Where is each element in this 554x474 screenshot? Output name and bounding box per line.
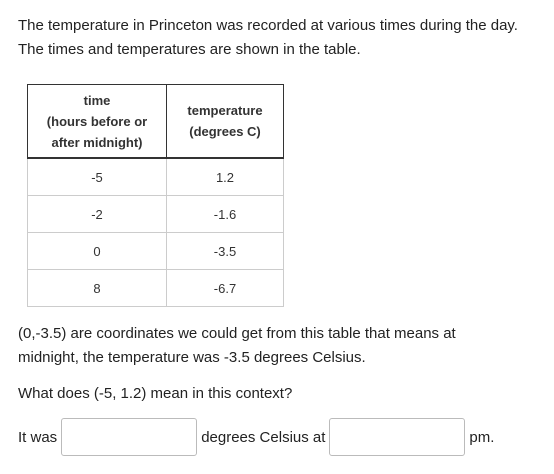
header-line: (degrees C) xyxy=(189,124,261,139)
table-cell: 0 xyxy=(27,232,167,270)
table-cell: -2 xyxy=(27,195,167,233)
intro-text: The temperature in Princeton was recorde… xyxy=(18,17,518,58)
header-cell: temperature (degrees C) xyxy=(166,84,284,159)
header-line: time xyxy=(83,92,111,108)
table-body: -5 1.2 -2 -1.6 0 -3.5 8 -6.7 xyxy=(27,157,284,307)
table-row: -5 1.2 xyxy=(27,157,284,196)
header-cell: time (hours before or after midnight) xyxy=(27,84,167,159)
header-line: after midnight) xyxy=(51,134,143,150)
explanation-text: (0,-3.5) are coordinates we could get fr… xyxy=(18,325,456,366)
table-cell: 8 xyxy=(27,269,167,307)
table-cell: -5 xyxy=(27,157,167,196)
table-row: 8 -6.7 xyxy=(27,269,284,307)
table-cell: 1.2 xyxy=(166,157,284,196)
answer-row: It was degrees Celsius at pm. xyxy=(18,418,494,456)
answer-input[interactable] xyxy=(61,418,198,456)
answer-input[interactable] xyxy=(329,418,466,456)
table-row: 0 -3.5 xyxy=(27,232,284,270)
table-cell: -3.5 xyxy=(166,232,284,270)
header-row: time (hours before or after midnight) te… xyxy=(27,84,284,159)
answer-text: degrees Celsius at xyxy=(201,428,326,446)
header-line: (hours before or xyxy=(46,113,148,129)
table-cell: -6.7 xyxy=(166,269,284,307)
header-line: temperature xyxy=(187,103,263,118)
answer-text: pm. xyxy=(469,428,495,446)
table-row: -2 -1.6 xyxy=(27,195,284,233)
answer-text: It was xyxy=(18,428,58,446)
data-table: time (hours before or after midnight) te… xyxy=(27,84,284,307)
table-cell: -1.6 xyxy=(166,195,284,233)
question-text: What does (-5, 1.2) mean in this context… xyxy=(18,385,293,402)
